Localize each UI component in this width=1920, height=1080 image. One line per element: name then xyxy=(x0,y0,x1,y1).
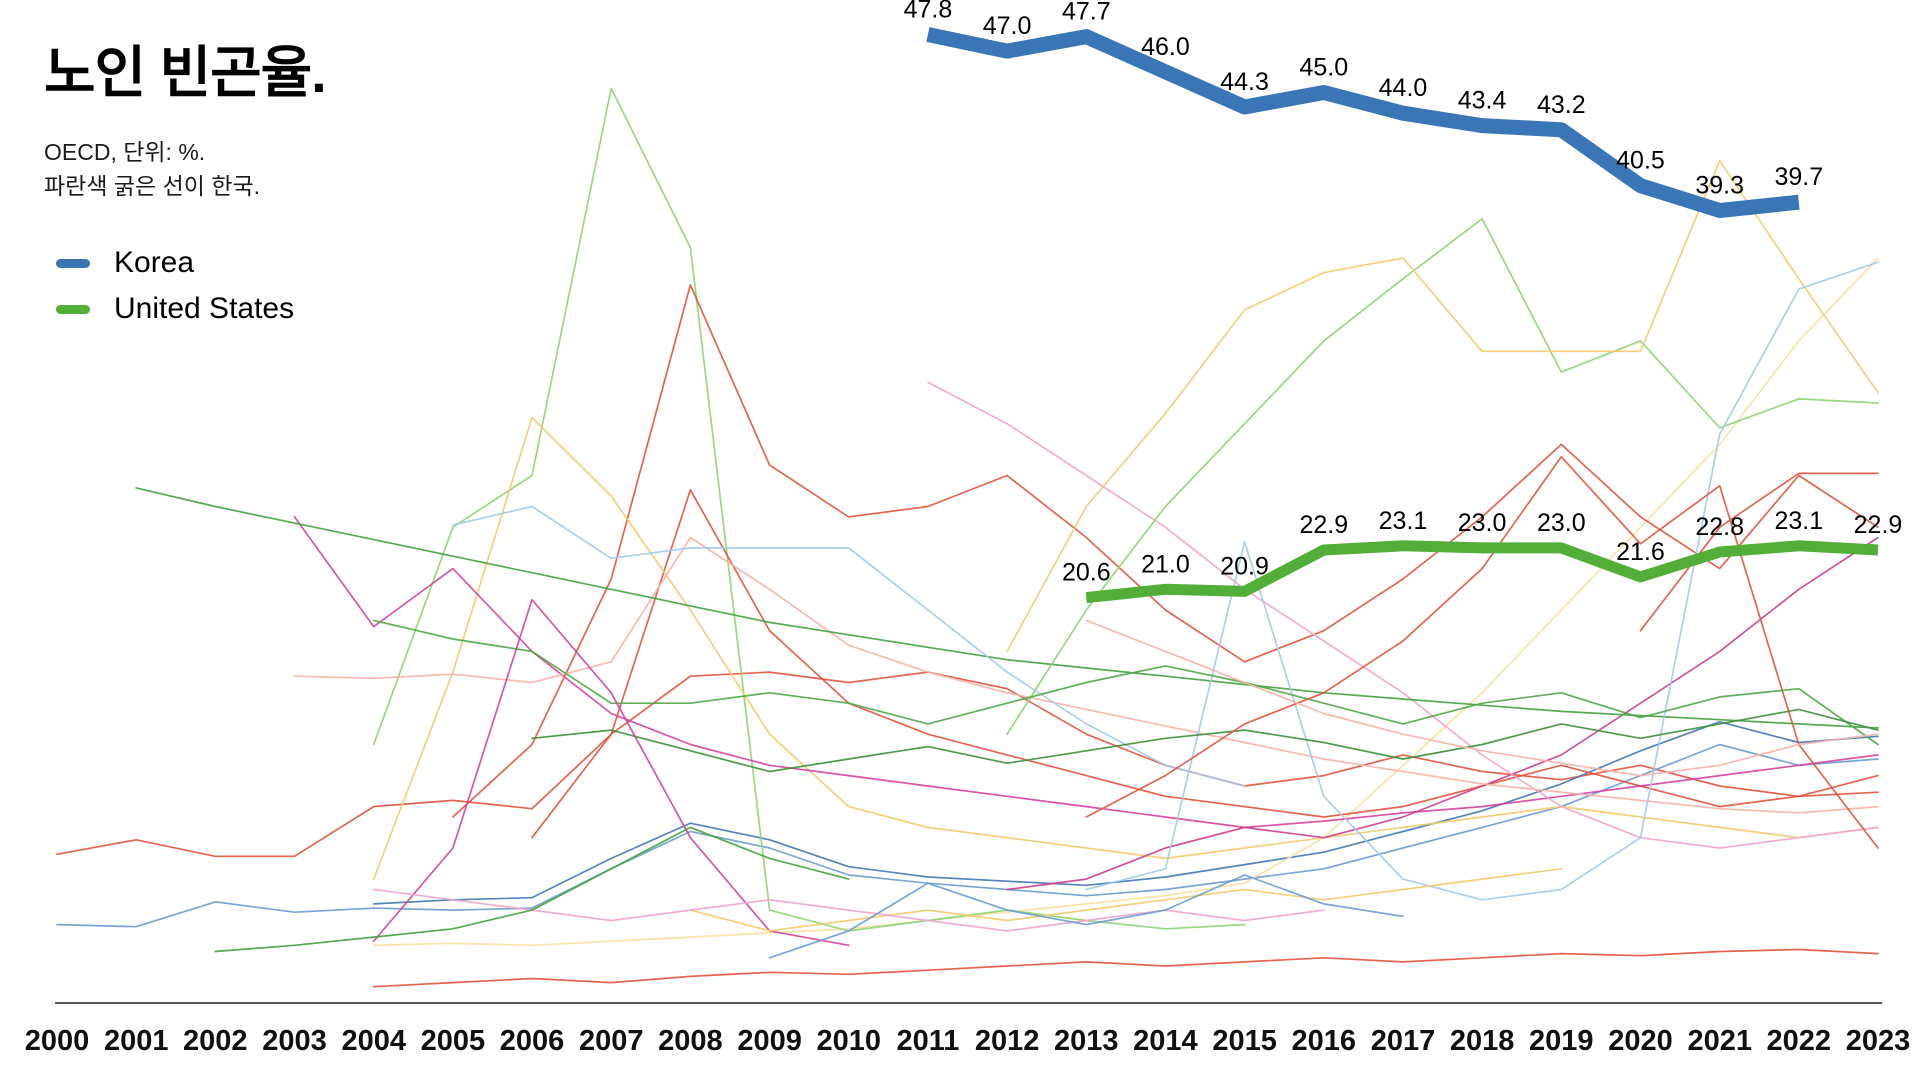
legend: Korea United States xyxy=(56,240,294,332)
korea-value-label: 47.0 xyxy=(983,12,1032,40)
x-axis-tick-label: 2010 xyxy=(816,1025,881,1057)
us-value-label: 23.0 xyxy=(1537,509,1586,537)
background-country-line xyxy=(1006,217,1879,736)
korea-value-label: 43.4 xyxy=(1458,87,1507,115)
background-country-line xyxy=(531,708,1879,773)
us-value-label: 22.8 xyxy=(1695,513,1744,541)
korea-value-label: 44.3 xyxy=(1220,68,1269,96)
x-axis-tick-label: 2001 xyxy=(104,1025,169,1057)
korea-value-label: 44.0 xyxy=(1379,74,1428,102)
background-country-line xyxy=(452,505,1246,787)
background-country-line xyxy=(531,489,1879,839)
legend-label-korea: Korea xyxy=(114,246,195,279)
background-country-line xyxy=(56,671,1879,858)
us-value-label: 21.0 xyxy=(1141,550,1190,578)
x-axis-tick-label: 2017 xyxy=(1371,1025,1436,1057)
x-axis-tick-label: 2020 xyxy=(1608,1025,1673,1057)
legend-label-united-states: United States xyxy=(114,292,295,325)
background-country-line xyxy=(372,87,1246,932)
korea-value-label: 39.3 xyxy=(1695,172,1744,200)
korea-value-label: 45.0 xyxy=(1299,54,1348,82)
x-axis-tick-label: 2006 xyxy=(500,1025,565,1057)
background-country-line xyxy=(372,598,850,947)
us-line-swatch xyxy=(56,304,90,314)
legend-item-united-states: United States xyxy=(56,286,294,332)
background-country-line xyxy=(214,826,850,953)
us-value-label: 22.9 xyxy=(1299,511,1348,539)
background-country-line xyxy=(1006,536,1879,891)
background-country-line xyxy=(372,619,1879,746)
background-country-line xyxy=(293,536,1879,814)
us-value-label: 23.1 xyxy=(1774,507,1823,535)
x-axis-tick-label: 2009 xyxy=(737,1025,802,1057)
background-country-line xyxy=(372,720,1879,905)
us-line xyxy=(1085,540,1879,604)
x-axis-tick-label: 2008 xyxy=(658,1025,723,1057)
us-value-label: 23.0 xyxy=(1458,509,1507,537)
background-country-line xyxy=(135,487,1879,729)
page-title: 노인 빈곤율. xyxy=(44,41,327,104)
x-axis-tick-label: 2023 xyxy=(1846,1025,1911,1057)
background-country-line xyxy=(1085,455,1879,849)
background-country-line xyxy=(372,416,1879,880)
us-value-label: 22.9 xyxy=(1854,511,1903,539)
x-axis-tick-label: 2014 xyxy=(1133,1025,1198,1057)
background-country-line xyxy=(1085,261,1879,901)
background-country-line xyxy=(372,948,1879,988)
x-axis-tick-label: 2002 xyxy=(183,1025,248,1057)
subtitle-line-note: 파란색 굵은 선이 한국. xyxy=(44,173,261,199)
x-axis-tick-label: 2015 xyxy=(1212,1025,1277,1057)
us-value-label: 20.9 xyxy=(1220,552,1269,580)
korea-value-label: 47.7 xyxy=(1062,0,1111,26)
background-country-line xyxy=(452,284,1879,818)
x-axis-tick-label: 2004 xyxy=(341,1025,406,1057)
x-axis-tick-label: 2012 xyxy=(975,1025,1040,1057)
us-value-label: 20.6 xyxy=(1062,559,1111,587)
subtitle-line-source: OECD, 단위: %. xyxy=(44,139,206,165)
x-axis-tick-label: 2005 xyxy=(421,1025,486,1057)
korea-value-label: 43.2 xyxy=(1537,91,1586,119)
x-axis-tick-label: 2013 xyxy=(1054,1025,1119,1057)
x-axis-tick-label: 2022 xyxy=(1767,1025,1832,1057)
x-axis-tick-label: 2018 xyxy=(1450,1025,1515,1057)
background-country-line xyxy=(56,743,1879,928)
us-value-label: 21.6 xyxy=(1616,538,1665,566)
legend-item-korea: Korea xyxy=(56,240,294,286)
korea-value-label: 47.8 xyxy=(904,0,953,24)
background-country-line xyxy=(372,888,1325,932)
x-axis-tick-label: 2016 xyxy=(1292,1025,1357,1057)
background-country-line xyxy=(1085,619,1879,777)
korea-value-label: 39.7 xyxy=(1774,163,1823,191)
background-country-line xyxy=(1006,159,1879,653)
x-axis-tick-label: 2007 xyxy=(579,1025,644,1057)
korea-line xyxy=(926,27,1800,218)
chart-header: 노인 빈곤율. OECD, 단위: %. 파란색 굵은 선이 한국. xyxy=(44,28,327,203)
background-country-line xyxy=(1639,472,1879,632)
background-country-line xyxy=(927,381,1879,849)
x-axis-tick-label: 2021 xyxy=(1687,1025,1752,1057)
x-axis-tick-label: 2011 xyxy=(896,1025,959,1057)
background-country-line xyxy=(768,874,1404,959)
korea-value-label: 46.0 xyxy=(1141,33,1190,61)
x-axis-tick-label: 2019 xyxy=(1529,1025,1594,1057)
chart-subtitle: OECD, 단위: %. 파란색 굵은 선이 한국. xyxy=(44,135,326,203)
x-axis-tick-label: 2000 xyxy=(25,1025,90,1057)
background-country-line xyxy=(689,867,1563,932)
korea-value-label: 40.5 xyxy=(1616,147,1665,175)
x-axis-tick-label: 2003 xyxy=(262,1025,327,1057)
background-country-line xyxy=(293,516,1879,829)
background-country-line xyxy=(372,257,1879,947)
us-value-label: 23.1 xyxy=(1379,507,1428,535)
korea-line-swatch xyxy=(56,258,90,268)
